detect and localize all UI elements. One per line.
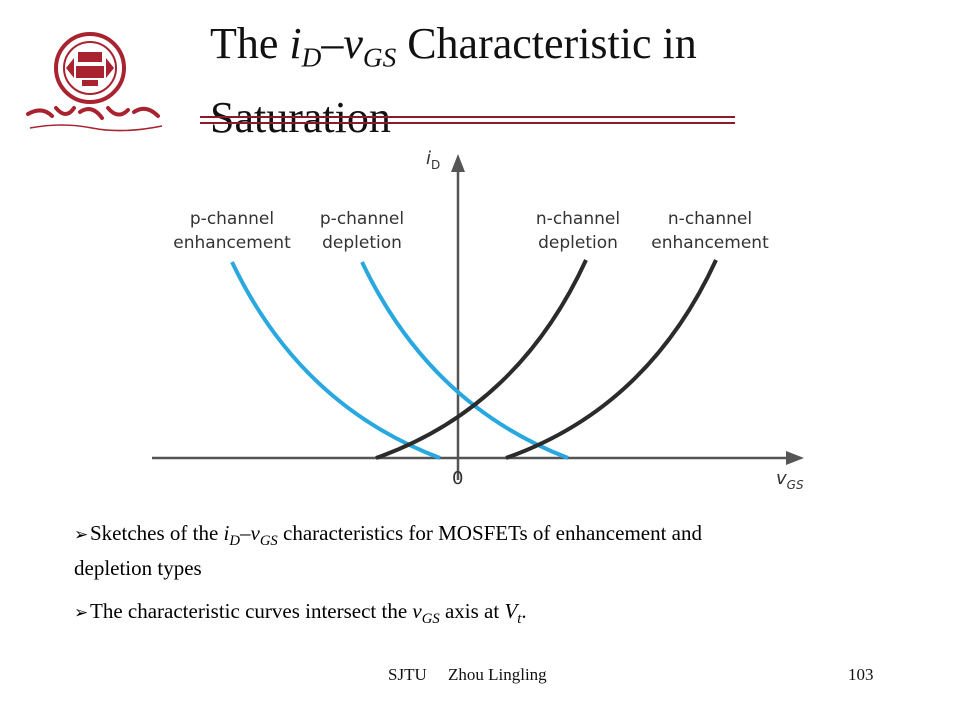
curve-n-channel-enhancement bbox=[505, 259, 718, 460]
y-axis-arrow bbox=[451, 154, 465, 172]
title-sub-gs: GS bbox=[362, 42, 397, 73]
b1-sub-d: D bbox=[229, 533, 240, 550]
label-n-dep-1: n-channel bbox=[536, 209, 620, 229]
university-logo bbox=[26, 32, 163, 132]
b1-pre: Sketches of the bbox=[90, 521, 224, 545]
footer-author: SJTU Zhou Lingling bbox=[388, 665, 547, 684]
page-number: 103 bbox=[848, 665, 874, 684]
origin-label: 0 bbox=[452, 468, 463, 489]
b2-sub-t: t bbox=[517, 611, 522, 628]
title-underline bbox=[200, 116, 735, 124]
b2-pre: The characteristic curves intersect the bbox=[90, 599, 413, 624]
arrow-bullet-icon: ➢ bbox=[74, 525, 89, 544]
bullet-item-2: ➢The characteristic curves intersect the… bbox=[74, 598, 914, 633]
slide-title: The iD–vGS Characteristic in Saturation bbox=[210, 14, 770, 148]
b1-v: v bbox=[250, 521, 260, 545]
b1-line2: depletion types bbox=[74, 556, 202, 581]
curve-n-channel-depletion bbox=[375, 259, 588, 460]
b2-sub-gs: GS bbox=[421, 611, 440, 628]
title-pre: The bbox=[210, 19, 290, 68]
b1-post: characteristics for MOSFETs of enhanceme… bbox=[277, 521, 703, 545]
bullet-item-1: ➢Sketches of the iD–vGS characteristics … bbox=[74, 520, 914, 582]
bullet-list: ➢Sketches of the iD–vGS characteristics … bbox=[74, 520, 914, 645]
b1-sub-gs: GS bbox=[259, 533, 278, 550]
x-axis-arrow bbox=[786, 451, 804, 465]
label-p-dep-1: p-channel bbox=[320, 209, 404, 229]
title-v: v bbox=[343, 19, 363, 68]
b2-V: V bbox=[504, 599, 518, 624]
title-i: i bbox=[289, 19, 302, 68]
b1-i: i bbox=[223, 521, 230, 545]
label-n-dep-2: depletion bbox=[538, 233, 618, 253]
b2-mid: axis at bbox=[439, 599, 505, 624]
seal-icon bbox=[54, 32, 126, 104]
label-p-enh-2: enhancement bbox=[173, 233, 291, 253]
curve-p-channel-enhancement bbox=[230, 261, 441, 460]
id-vgs-figure: iD vGS 0 p-channel enhancement p-channel… bbox=[152, 148, 804, 492]
title-post: Characteristic in bbox=[396, 19, 697, 68]
curve-p-channel-depletion bbox=[360, 261, 569, 460]
b1-dash: – bbox=[240, 521, 251, 545]
arrow-bullet-icon: ➢ bbox=[74, 603, 89, 623]
y-axis-label: iD bbox=[426, 148, 440, 172]
university-name-calligraphy bbox=[26, 106, 163, 132]
label-p-enh-1: p-channel bbox=[190, 209, 274, 229]
label-p-dep-2: depletion bbox=[322, 233, 402, 253]
label-n-enh-2: enhancement bbox=[651, 233, 769, 253]
title-dash: – bbox=[321, 19, 344, 68]
x-axis-label: vGS bbox=[776, 468, 804, 492]
b2-post: . bbox=[521, 599, 527, 624]
label-n-enh-1: n-channel bbox=[668, 209, 752, 229]
b2-v: v bbox=[412, 599, 422, 624]
title-sub-d: D bbox=[301, 42, 322, 73]
